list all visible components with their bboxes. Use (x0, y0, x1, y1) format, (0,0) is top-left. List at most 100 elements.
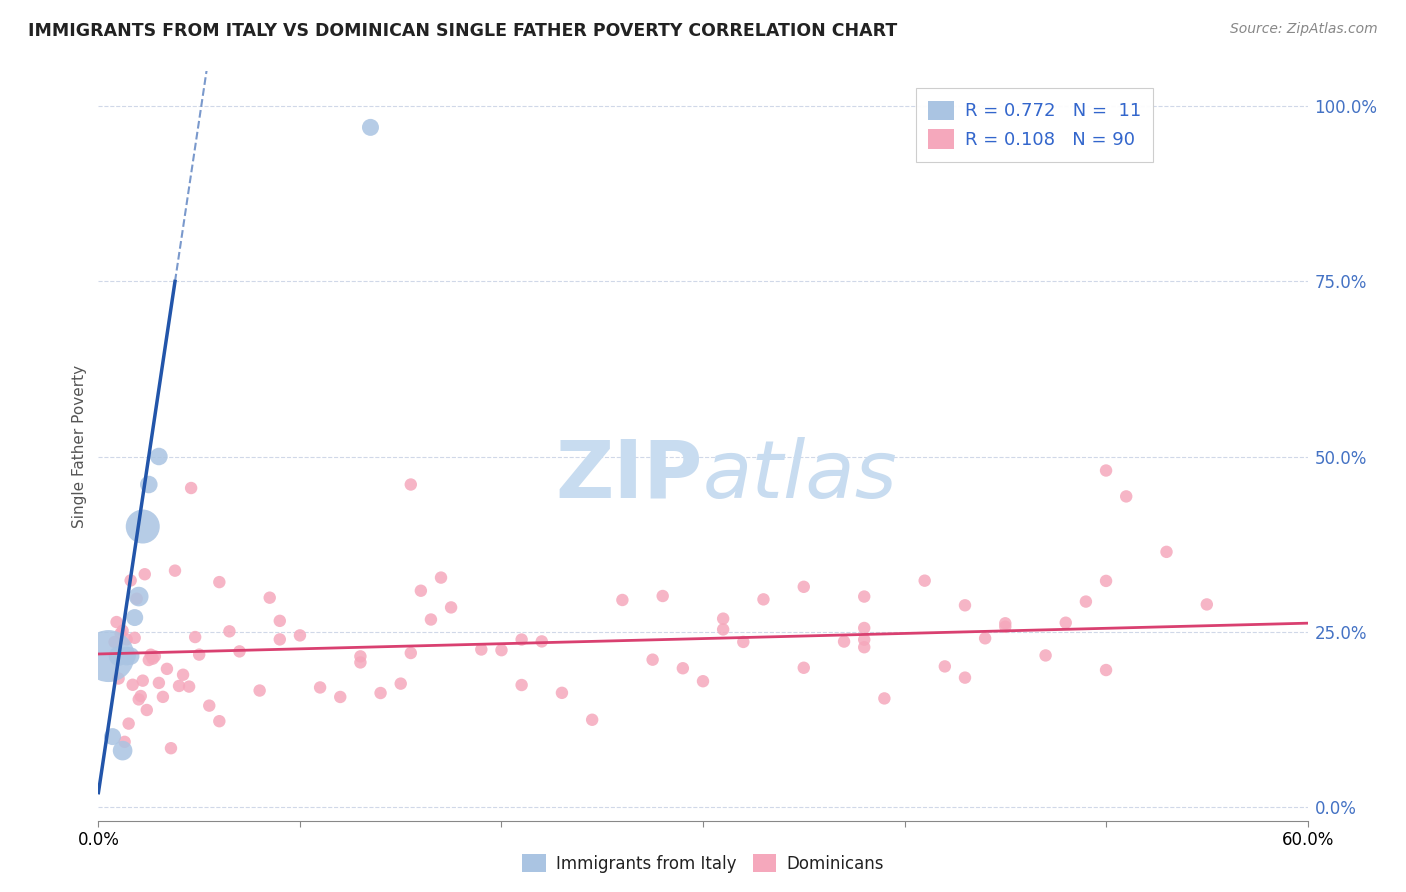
Point (111, 743, 134, 757)
Point (934, 659, 956, 673)
Point (198, 698, 221, 713)
Point (120, 649, 142, 664)
Point (853, 640, 876, 655)
Point (641, 653, 664, 667)
Point (612, 593, 634, 607)
Point (1095, 574, 1118, 588)
Point (510, 678, 533, 692)
Point (793, 580, 815, 594)
Point (360, 120, 382, 135)
Legend: R = 0.772   N =  11, R = 0.108   N = 90: R = 0.772 N = 11, R = 0.108 N = 90 (915, 88, 1153, 162)
Point (853, 621, 876, 635)
Point (1035, 648, 1057, 663)
Point (128, 590, 150, 604)
Point (1115, 490, 1137, 504)
Point (179, 680, 201, 694)
Point (349, 656, 371, 670)
Point (156, 662, 179, 676)
Point (1156, 545, 1178, 559)
Point (103, 635, 125, 649)
Point (994, 616, 1017, 631)
Point (873, 691, 896, 706)
Point (269, 614, 291, 628)
Point (124, 610, 146, 624)
Point (399, 477, 422, 491)
Point (118, 716, 141, 731)
Point (672, 661, 695, 675)
Point (138, 477, 160, 491)
Point (148, 676, 170, 690)
Point (134, 567, 156, 582)
Point (651, 589, 673, 603)
Point (269, 632, 291, 647)
Point (491, 643, 513, 657)
Point (110, 626, 132, 640)
Point (288, 628, 311, 642)
Point (530, 634, 553, 648)
Point (399, 646, 422, 660)
Point (208, 714, 231, 729)
Point (733, 635, 755, 649)
Point (148, 450, 170, 464)
Point (160, 741, 183, 756)
Point (711, 623, 734, 637)
Point (125, 591, 148, 606)
Point (163, 564, 186, 578)
Point (142, 651, 165, 665)
Point (1095, 663, 1118, 677)
Point (228, 644, 250, 658)
Point (180, 481, 202, 495)
Y-axis label: Single Father Poverty: Single Father Poverty (72, 365, 87, 527)
Text: IMMIGRANTS FROM ITALY VS DOMINICAN SINGLE FATHER POVERTY CORRELATION CHART: IMMIGRANTS FROM ITALY VS DOMINICAN SINGL… (28, 22, 897, 40)
Text: Source: ZipAtlas.com: Source: ZipAtlas.com (1230, 22, 1378, 37)
Point (974, 632, 997, 646)
Point (152, 690, 174, 704)
Point (692, 674, 714, 689)
Point (107, 649, 129, 664)
Point (105, 615, 128, 629)
Point (853, 632, 876, 647)
Point (389, 676, 412, 690)
Point (129, 689, 152, 703)
Point (124, 631, 146, 645)
Text: atlas: atlas (703, 437, 898, 515)
Point (115, 649, 138, 664)
Point (510, 632, 533, 647)
Point (752, 592, 775, 607)
Point (167, 679, 190, 693)
Point (115, 632, 138, 647)
Point (114, 735, 136, 749)
Point (430, 571, 453, 585)
Text: ZIP: ZIP (555, 437, 703, 515)
Point (470, 642, 492, 657)
Point (440, 600, 463, 615)
Point (128, 692, 150, 706)
Point (111, 624, 134, 638)
Point (132, 673, 155, 688)
Point (853, 590, 876, 604)
Point (172, 667, 194, 681)
Point (1054, 615, 1077, 630)
Point (143, 649, 166, 664)
Point (139, 648, 162, 662)
Point (914, 574, 936, 588)
Point (953, 671, 976, 685)
Point (121, 678, 143, 692)
Legend: Immigrants from Italy, Dominicans: Immigrants from Italy, Dominicans (516, 847, 890, 880)
Point (551, 686, 574, 700)
Point (249, 683, 271, 698)
Point (188, 648, 211, 662)
Point (1195, 598, 1218, 612)
Point (349, 649, 371, 664)
Point (184, 630, 207, 644)
Point (953, 599, 976, 613)
Point (581, 713, 603, 727)
Point (120, 574, 142, 588)
Point (420, 613, 443, 627)
Point (832, 634, 855, 648)
Point (1095, 463, 1118, 477)
Point (132, 519, 155, 533)
Point (259, 591, 281, 605)
Point (409, 583, 432, 598)
Point (101, 730, 124, 744)
